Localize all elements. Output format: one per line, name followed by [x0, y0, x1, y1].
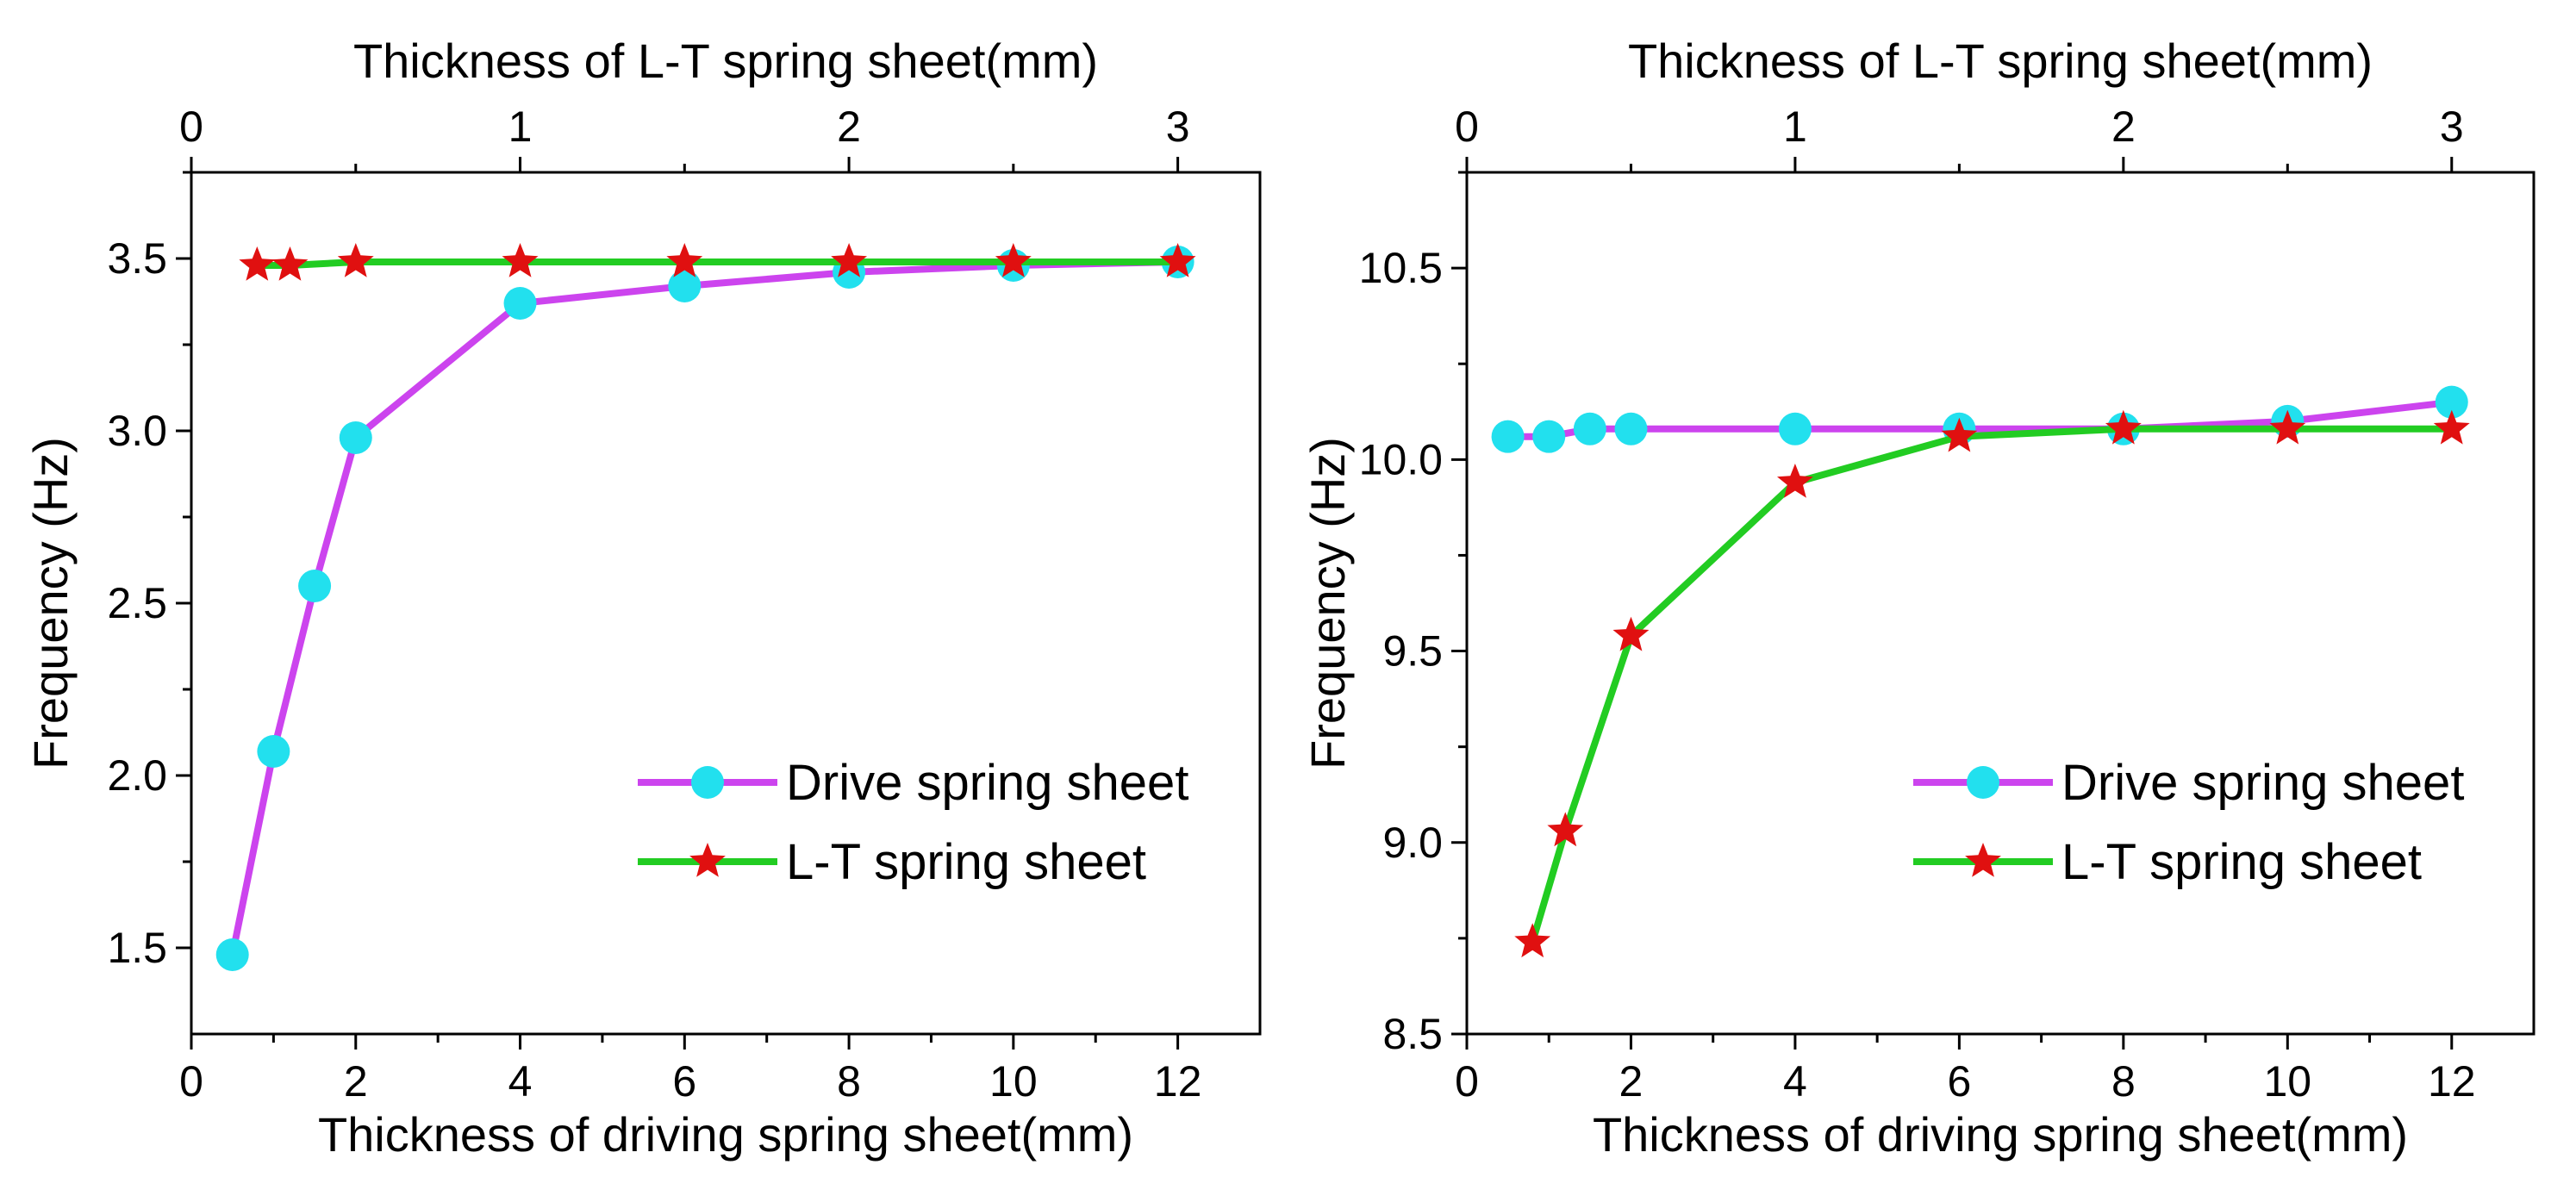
y-tick-label: 10.0 [1359, 435, 1443, 483]
x-axis-title: Thickness of driving spring sheet(mm) [1593, 1107, 2408, 1162]
x-tick-label: 2 [344, 1057, 368, 1106]
plot-frame [190, 171, 1262, 1036]
x-tick-label: 6 [1947, 1057, 1971, 1106]
data-point-circle [668, 270, 702, 302]
y-tick-label: 3.0 [107, 407, 167, 455]
x2-tick-label: 3 [2440, 103, 2464, 151]
data-point-circle [503, 287, 537, 320]
legend-label: L-T spring sheet [786, 834, 1146, 890]
x-tick-label: 4 [1783, 1057, 1807, 1106]
legend-marker-star [689, 843, 726, 877]
y-tick-label: 3.5 [107, 234, 167, 283]
y-axis-title: Frequency (Hz) [23, 437, 78, 769]
data-point-star [2433, 409, 2470, 445]
data-point-star [239, 246, 276, 281]
x-tick-label: 8 [837, 1057, 861, 1106]
x-tick-label: 4 [508, 1057, 533, 1106]
data-point-star [1777, 464, 1813, 498]
data-point-circle [1614, 412, 1648, 445]
data-point-star [2269, 409, 2306, 445]
y-axis-title: Frequency (Hz) [1300, 437, 1355, 769]
data-point-circle [215, 938, 249, 971]
data-point-star [2105, 409, 2142, 445]
x-tick-label: 0 [1455, 1057, 1479, 1106]
x-tick-label: 6 [672, 1057, 696, 1106]
chart-right: 0 2 4 6 8 10 120 1 2 38.59.09.510.010.5Thickness … [1300, 34, 2535, 1162]
y-tick-label: 2.5 [107, 579, 167, 627]
data-point-star [1159, 243, 1196, 277]
x2-tick-label: 2 [2111, 103, 2136, 151]
data-point-star [502, 243, 539, 277]
data-point-circle [339, 421, 372, 454]
x-axis-title: Thickness of driving spring sheet(mm) [318, 1107, 1133, 1162]
x-tick-label: 12 [2428, 1057, 2476, 1106]
data-point-circle [1778, 412, 1812, 445]
x-tick-label: 10 [989, 1057, 1038, 1106]
x2-tick-label: 1 [1783, 103, 1807, 151]
x-tick-label: 2 [1619, 1057, 1644, 1106]
y-tick-label: 9.5 [1382, 627, 1443, 676]
x-tick-label: 10 [2263, 1057, 2311, 1106]
data-point-star [1514, 923, 1551, 958]
data-point-star [1941, 417, 1978, 452]
legend-label: Drive spring sheet [2061, 755, 2464, 811]
data-point-star [666, 243, 703, 277]
legend-marker-star [1965, 843, 2001, 877]
legend-marker-circle [691, 766, 724, 799]
plot-frame [1465, 171, 2535, 1036]
y-tick-label: 2.0 [107, 751, 167, 800]
x2-tick-label: 0 [179, 103, 203, 151]
y-tick-label: 8.5 [1382, 1010, 1443, 1058]
data-point-star [995, 243, 1032, 277]
x-tick-label: 8 [2111, 1057, 2136, 1106]
data-point-star [1612, 616, 1650, 651]
data-point-circle [1491, 420, 1525, 453]
legend-label: L-T spring sheet [2061, 834, 2422, 890]
data-point-star [337, 243, 374, 277]
data-point-circle [2435, 385, 2468, 419]
x2-tick-label: 1 [508, 103, 533, 151]
data-point-circle [1532, 420, 1566, 453]
x2-tick-label: 2 [837, 103, 861, 151]
legend-marker-circle [1967, 766, 1999, 799]
data-point-star [831, 243, 867, 277]
y-tick-label: 9.0 [1382, 819, 1443, 867]
data-point-circle [298, 570, 332, 602]
series-line-lt [1529, 425, 2452, 944]
data-point-circle [257, 735, 290, 768]
x2-tick-label: 0 [1455, 103, 1479, 151]
data-point-star [1547, 812, 1584, 847]
data-point-star [271, 246, 309, 281]
y-tick-label: 1.5 [107, 924, 167, 972]
x2-axis-title: Thickness of L-T spring sheet(mm) [1628, 34, 2373, 88]
x2-tick-label: 3 [1166, 103, 1190, 151]
x2-axis-title: Thickness of L-T spring sheet(mm) [353, 34, 1098, 88]
x-tick-label: 12 [1154, 1057, 1202, 1106]
x-tick-label: 0 [179, 1057, 203, 1106]
y-tick-label: 10.5 [1359, 244, 1443, 292]
series-line-lt [257, 259, 1178, 269]
data-point-circle [1573, 412, 1606, 445]
legend-label: Drive spring sheet [786, 755, 1188, 811]
